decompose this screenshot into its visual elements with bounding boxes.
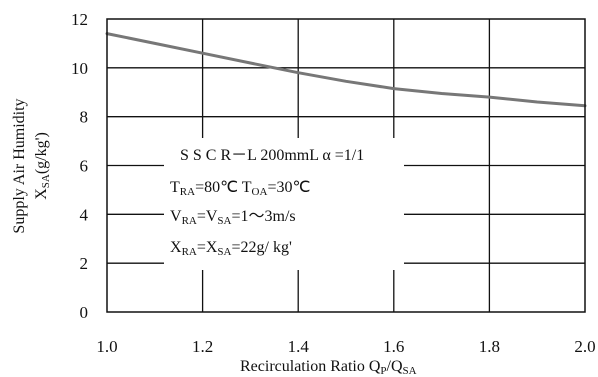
y-tick-label: 4 [80, 205, 89, 224]
data-point [440, 92, 443, 95]
y-tick-labels: 0 2 4 6 8 10 12 [71, 10, 89, 322]
x-tick-label: 1.2 [192, 337, 213, 356]
y-tick-label: 12 [71, 10, 88, 29]
annotation-line-4: XRA=XSA=22g/ kg' [170, 239, 292, 258]
x-axis-label: Recirculation Ratio QP/QSA [240, 358, 417, 377]
data-point [345, 80, 347, 83]
data-point [249, 62, 252, 64]
annotation-line-2: TRA=80℃ TOA=30℃ [170, 179, 310, 198]
y-axis-label-line-2: XSA(g/kg') [33, 132, 52, 200]
x-tick-label: 1.0 [96, 337, 117, 356]
series-line [105, 32, 587, 108]
y-tick-label: 10 [71, 59, 88, 78]
x-tick-labels: 1.0 1.2 1.4 1.6 1.8 2.0 [96, 337, 595, 356]
data-point [201, 52, 204, 54]
data-point [393, 87, 395, 90]
series-layer [105, 32, 587, 108]
annotation-background [164, 138, 404, 270]
x-tick-label: 2.0 [574, 337, 595, 356]
data-point [154, 42, 156, 45]
annotation-box: S S C R－L 200mmL α =1/1 TRA=80℃ TOA=30℃ … [164, 138, 404, 270]
annotation-line-3: VRA=VSA=1～3m/s [170, 208, 296, 227]
x-tick-label: 1.8 [479, 337, 500, 356]
y-tick-label: 0 [80, 303, 89, 322]
plot-frame [106, 18, 586, 313]
y-axis-label-line-1: Supply Air Humidity [11, 98, 28, 233]
data-point [297, 71, 300, 74]
data-point [536, 101, 538, 103]
y-tick-label: 6 [80, 157, 89, 176]
data-point [488, 96, 491, 98]
annotation-line-1: S S C R－L 200mmL α =1/1 [180, 147, 364, 164]
y-tick-label: 8 [80, 108, 89, 127]
x-tick-label: 1.6 [383, 337, 404, 356]
x-tick-label: 1.4 [288, 337, 310, 356]
y-tick-label: 2 [80, 254, 89, 273]
